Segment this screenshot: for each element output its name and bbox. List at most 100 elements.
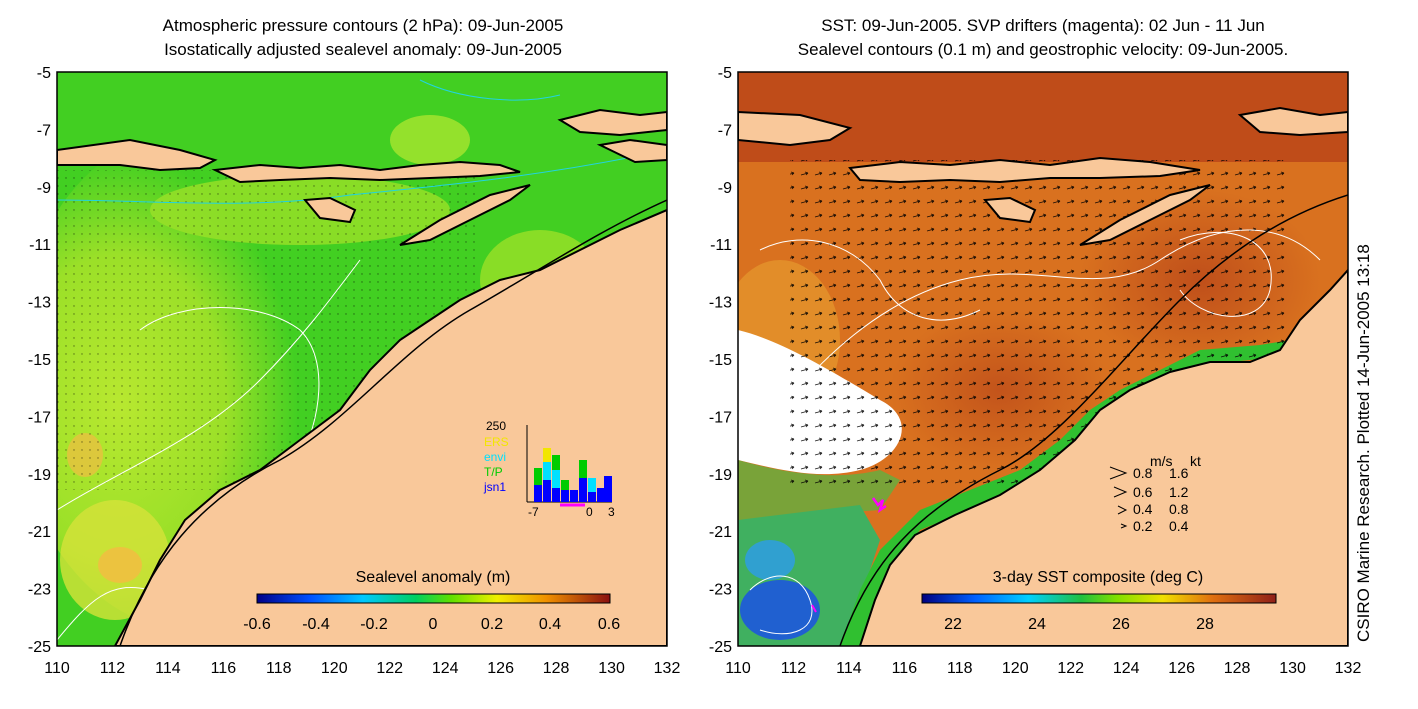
velocity-legend-ms: 0.2 [1133, 518, 1153, 534]
velocity-legend-ms: 0.4 [1133, 501, 1153, 517]
left-colorbar-tick: 0.4 [539, 616, 561, 633]
left-colorbar-bar [256, 593, 611, 604]
left-colorbar: Sealevel anomaly (m) -0.6 -0.4 -0.2 0 0.… [243, 569, 620, 633]
velocity-legend-kt: 1.2 [1169, 484, 1189, 500]
left-x-tick-label: 118 [266, 660, 292, 677]
left-x-tick-label: 112 [100, 660, 126, 677]
right-colorbar-tick: 24 [1028, 616, 1046, 633]
right-land-australia [858, 268, 1348, 646]
inset-series-envi: envi [484, 450, 506, 464]
right-y-tick-label: -9 [718, 180, 732, 197]
inset-xtick-max: 3 [608, 505, 615, 519]
right-y-tick-label: -11 [710, 237, 732, 254]
right-sealevel-contour-2 [759, 239, 981, 321]
left-y-tick-label: -23 [28, 582, 51, 599]
left-colorbar-tick: 0.2 [481, 616, 503, 633]
left-colorbar-tick: 0.6 [598, 616, 620, 633]
left-y-tick-label: -11 [29, 237, 51, 254]
left-pressure-contour-3 [139, 307, 320, 461]
left-x-tick-label: 114 [155, 660, 181, 677]
left-pressure-contour [57, 259, 361, 511]
left-x-tick-label: 126 [487, 660, 514, 677]
right-colorbar-tick: 28 [1196, 616, 1214, 633]
right-colorbar-title: 3-day SST composite (deg C) [993, 569, 1203, 586]
left-land-timor [399, 184, 531, 246]
inset-ymax: 250 [486, 419, 506, 433]
left-title-line2: Isostatically adjusted sealevel anomaly:… [164, 40, 562, 59]
left-x-tick-label: 116 [211, 660, 237, 677]
right-drifter-track [871, 497, 887, 513]
left-inset-histogram: 250 ERS envi T/P jsn1 -7 0 3 [483, 419, 615, 519]
right-x-tick-label: 120 [1002, 660, 1029, 677]
left-ocean-light-north [390, 115, 470, 165]
left-title-line1: Atmospheric pressure contours (2 hPa): 0… [162, 16, 564, 35]
left-y-tick-label: -17 [28, 409, 51, 426]
left-land-sumba [302, 196, 357, 224]
right-sealevel-contour-4 [749, 575, 813, 635]
inset-series-jsn1: jsn1 [483, 480, 506, 494]
left-land-northeast-islands [596, 138, 667, 164]
right-land-sumba [982, 196, 1037, 224]
left-x-tick-label: 130 [598, 660, 625, 677]
left-land-lesser-sunda [211, 160, 521, 184]
left-map-frame [56, 71, 668, 647]
right-x-tick-label: 110 [725, 660, 751, 677]
left-bathymetry-line [119, 199, 667, 646]
left-y-tick-label: -19 [28, 467, 51, 484]
left-y-tick-label: -21 [28, 524, 51, 541]
inset-xtick-min: -7 [528, 505, 539, 519]
right-x-tick-label: 130 [1279, 660, 1306, 677]
right-land-lesser-sunda [848, 156, 1201, 184]
right-axis-labels: -5 -7 -9 -11 -13 -15 -17 -19 -21 -23 -25 110 112 114 1… [709, 65, 1362, 677]
left-colorbar-title: Sealevel anomaly (m) [356, 569, 511, 586]
right-y-tick-label: -15 [709, 352, 732, 369]
plot-credit: CSIRO Marine Research. Plotted 14-Jun-20… [1354, 244, 1373, 642]
right-title-line2: Sealevel contours (0.1 m) and geostrophi… [797, 40, 1289, 59]
left-colorbar-tick: -0.6 [243, 616, 271, 633]
left-cyan-contour [57, 149, 667, 204]
right-x-tick-label: 112 [781, 660, 807, 677]
left-x-tick-label: 132 [654, 660, 681, 677]
velocity-legend: m/s kt 0.8 1.6 0.6 1.2 0.4 0.8 0.2 0.4 [1109, 453, 1201, 534]
right-bathymetry-line [839, 194, 1348, 646]
left-land-java [57, 138, 218, 172]
right-y-tick-label: -17 [709, 409, 732, 426]
velocity-legend-kt: 0.4 [1169, 518, 1189, 534]
right-x-tick-label: 124 [1113, 660, 1140, 677]
left-x-tick-label: 110 [44, 660, 70, 677]
right-land-java [738, 110, 853, 147]
left-x-tick-label: 124 [432, 660, 459, 677]
left-map [57, 72, 667, 646]
right-colorbar-tick: 26 [1112, 616, 1130, 633]
velocity-legend-header-kt: kt [1190, 453, 1201, 469]
left-x-tick-label: 122 [376, 660, 403, 677]
left-land-north [557, 108, 667, 137]
right-ocean-cold-eddy-2 [745, 540, 795, 580]
inset-bars [534, 448, 612, 502]
velocity-legend-ms: 0.6 [1133, 484, 1153, 500]
right-title-line1: SST: 09-Jun-2005. SVP drifters (magenta)… [821, 16, 1265, 35]
velocity-legend-ms: 0.8 [1133, 465, 1153, 481]
right-x-tick-label: 132 [1335, 660, 1362, 677]
right-y-tick-label: -7 [718, 122, 732, 139]
left-axis-labels: -5 -7 -9 -11 -13 -15 -17 -19 -21 -23 -25 110 112 114 1… [28, 65, 681, 677]
left-x-tick-label: 120 [321, 660, 348, 677]
right-land-north [1237, 106, 1348, 137]
left-y-tick-label: -13 [28, 295, 51, 312]
left-land-australia [113, 208, 667, 646]
inset-series-tp: T/P [484, 465, 503, 479]
right-y-tick-label: -19 [709, 467, 732, 484]
left-cyan-contour-2 [419, 79, 561, 101]
right-drifter-track-2 [811, 604, 817, 613]
velocity-legend-kt: 0.8 [1169, 501, 1189, 517]
right-sealevel-contour-3 [1179, 231, 1272, 317]
right-map-frame [737, 71, 1349, 647]
left-ocean-orange-patch [98, 547, 142, 583]
right-y-tick-label: -25 [709, 639, 732, 656]
velocity-legend-kt: 1.6 [1169, 465, 1189, 481]
right-x-tick-label: 126 [1168, 660, 1195, 677]
right-y-tick-label: -23 [709, 582, 732, 599]
left-colorbar-tick: 0 [429, 616, 438, 633]
right-x-tick-label: 114 [836, 660, 862, 677]
